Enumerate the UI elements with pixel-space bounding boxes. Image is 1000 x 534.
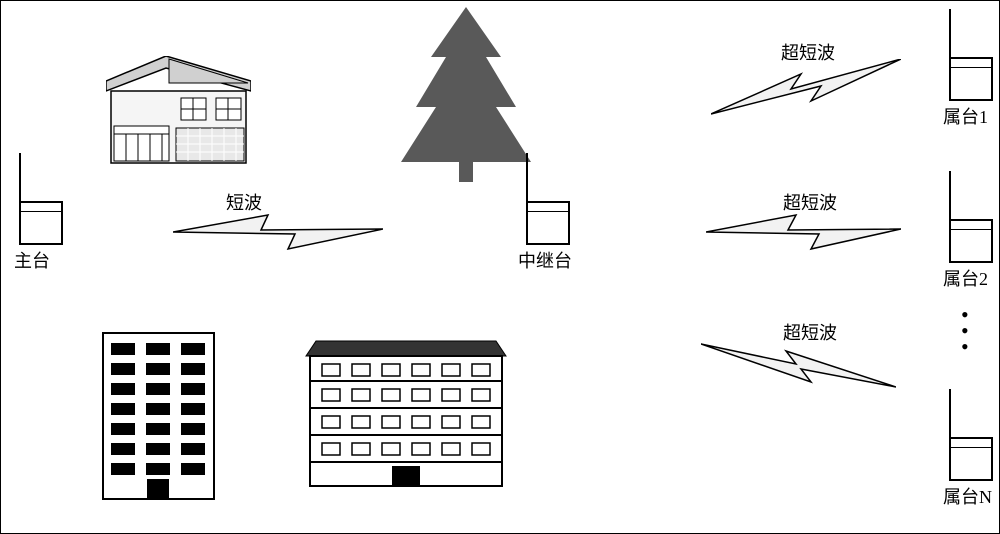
edge-label-ultrashort-3: 超短波 (783, 319, 837, 345)
tree-icon (401, 7, 531, 182)
relay-station (526, 201, 570, 245)
antenna-icon (949, 9, 951, 57)
antenna-icon (949, 171, 951, 219)
bolt-icon (701, 339, 896, 394)
antenna-icon (19, 153, 21, 201)
ellipsis-icon: ••• (961, 307, 969, 355)
relay-station-label: 中继台 (518, 247, 572, 273)
radio-icon (19, 201, 63, 245)
radio-icon (949, 437, 993, 481)
house-icon (106, 56, 251, 166)
sub-station-1 (949, 57, 993, 101)
antenna-icon (526, 153, 528, 201)
edge-label-ultrashort-1: 超短波 (781, 39, 835, 65)
antenna-icon (949, 389, 951, 437)
bolt-icon (706, 208, 901, 256)
sub-station-n-label: 属台N (943, 483, 992, 509)
sub-station-n (949, 437, 993, 481)
bolt-icon (711, 59, 901, 119)
tall-building-icon (101, 331, 216, 501)
sub-station-1-label: 属台1 (943, 103, 988, 129)
sub-station-2-label: 属台2 (943, 265, 988, 291)
edge-label-shortwave: 短波 (226, 189, 262, 215)
radio-icon (526, 201, 570, 245)
wide-building-icon (296, 336, 516, 491)
edge-label-ultrashort-2: 超短波 (783, 189, 837, 215)
main-station (19, 201, 63, 245)
radio-icon (949, 57, 993, 101)
bolt-icon (173, 207, 383, 257)
radio-icon (949, 219, 993, 263)
sub-station-2 (949, 219, 993, 263)
main-station-label: 主台 (14, 247, 50, 273)
